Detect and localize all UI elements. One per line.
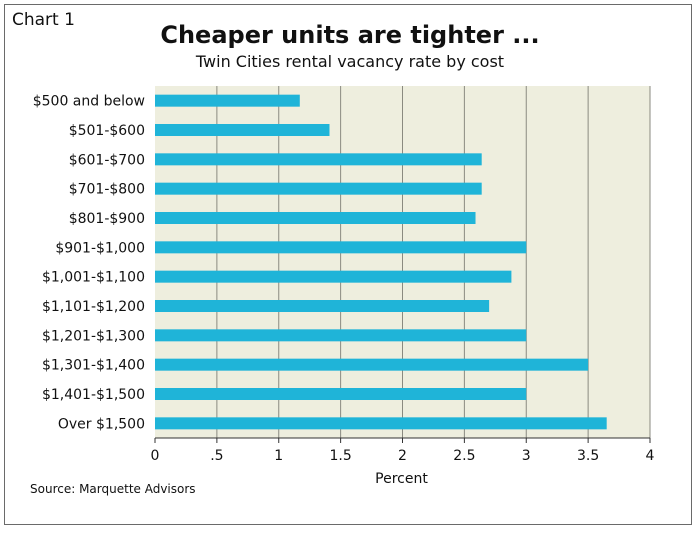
category-label: $501-$600: [69, 123, 145, 139]
gridlines: [216, 86, 651, 438]
category-labels: $500 and below $501-$600 $601-$700 $701-$80…: [33, 94, 145, 433]
x-axis-ticks: 0 .5 1 1.5 2 2.5 3 3.5 4: [151, 438, 655, 464]
chart-title: Cheaper units are tighter ...: [160, 21, 540, 49]
x-tick-label: 1: [274, 448, 283, 464]
x-tick-label: 4: [646, 448, 655, 464]
bar: [155, 417, 607, 430]
bar: [155, 182, 482, 195]
bars: [155, 94, 607, 430]
x-tick-label: 3.5: [577, 448, 599, 464]
category-label: $1,001-$1,100: [42, 270, 145, 286]
bar: [155, 388, 527, 400]
category-label: $601-$700: [69, 152, 145, 168]
chart-subtitle: Twin Cities rental vacancy rate by cost: [195, 52, 505, 71]
x-tick-label: 3: [522, 448, 531, 464]
x-tick-label: 0: [151, 448, 160, 464]
category-label: Over $1,500: [58, 416, 145, 432]
category-label: $500 and below: [33, 94, 145, 110]
bar: [155, 94, 300, 107]
x-tick-label: .5: [210, 448, 223, 464]
x-tick-label: 1.5: [329, 448, 351, 464]
bar: [155, 270, 512, 283]
x-axis-title: Percent: [375, 471, 428, 487]
bar: [155, 153, 482, 166]
bar: [155, 241, 527, 254]
bar: [155, 212, 476, 224]
category-label: $1,101-$1,200: [42, 299, 145, 315]
category-label: $701-$800: [69, 182, 145, 198]
bar: [155, 358, 589, 371]
source-note: Source: Marquette Advisors: [30, 482, 196, 496]
bar: [155, 300, 490, 312]
category-label: $1,201-$1,300: [42, 328, 145, 344]
category-label: $801-$900: [69, 211, 145, 227]
chart-number-label: Chart 1: [12, 10, 75, 30]
bar: [155, 329, 527, 342]
category-label: $901-$1,000: [55, 240, 145, 256]
x-tick-label: 2.5: [453, 448, 475, 464]
category-label: $1,301-$1,400: [42, 358, 145, 374]
x-tick-label: 2: [398, 448, 407, 464]
category-label: $1,401-$1,500: [42, 387, 145, 403]
bar: [155, 124, 330, 136]
